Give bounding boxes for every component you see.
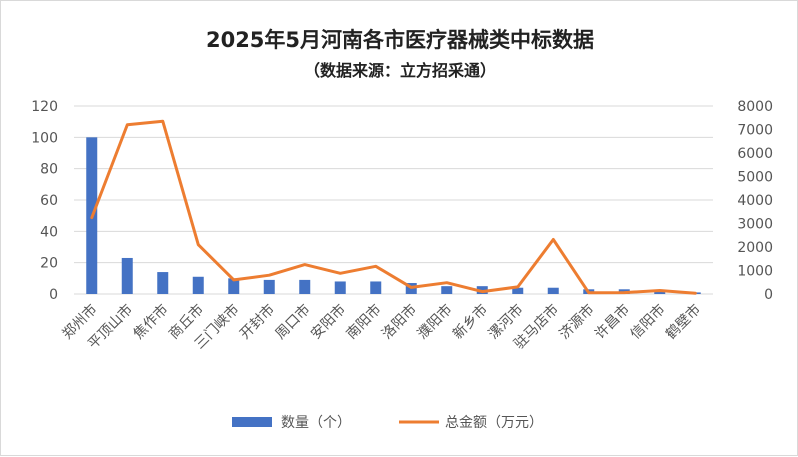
legend: 数量（个） 总金额（万元） bbox=[232, 415, 543, 431]
gridlines bbox=[74, 105, 713, 295]
x-tick-label: 南阳市 bbox=[343, 301, 385, 343]
bar bbox=[263, 279, 275, 294]
legend-bar-swatch bbox=[232, 417, 272, 427]
right-tick-label: 3000 bbox=[737, 217, 773, 233]
x-tick-label: 许昌市 bbox=[591, 301, 633, 343]
x-tick-label: 洛阳市 bbox=[378, 301, 420, 343]
series-line bbox=[90, 119, 697, 295]
right-tick-label: 4000 bbox=[737, 193, 773, 209]
right-tick-label: 2000 bbox=[737, 240, 773, 256]
x-tick-label: 开封市 bbox=[236, 301, 278, 343]
right-tick-label: 8000 bbox=[737, 99, 773, 115]
x-tick-label: 济源市 bbox=[556, 301, 598, 343]
bar bbox=[654, 290, 666, 294]
line-series bbox=[90, 119, 697, 295]
x-tick-label: 周口市 bbox=[272, 301, 314, 343]
x-tick-label: 安阳市 bbox=[307, 301, 349, 343]
bar bbox=[334, 281, 346, 294]
left-tick-label: 80 bbox=[40, 162, 58, 178]
bar bbox=[441, 286, 453, 294]
left-tick-label: 100 bbox=[31, 130, 58, 146]
x-tick-label: 焦作市 bbox=[130, 301, 172, 343]
left-tick-label: 60 bbox=[40, 193, 58, 209]
bar bbox=[299, 279, 311, 294]
bar bbox=[121, 257, 133, 294]
x-axis-labels: 郑州市平顶山市焦作市商丘市三门峡市开封市周口市安阳市南阳市洛阳市濮阳市新乡市漯河… bbox=[59, 301, 704, 353]
x-tick-label: 信阳市 bbox=[627, 301, 669, 343]
x-tick-label: 濮阳市 bbox=[414, 301, 456, 343]
right-tick-label: 5000 bbox=[737, 170, 773, 186]
bar bbox=[370, 281, 382, 294]
chart-title: 2025年5月河南各市医疗器械类中标数据 bbox=[206, 28, 594, 52]
bar bbox=[157, 272, 169, 294]
bar bbox=[192, 276, 204, 294]
chart-subtitle: （数据来源：立方招采通） bbox=[304, 61, 496, 80]
right-tick-label: 0 bbox=[764, 287, 773, 303]
left-tick-label: 120 bbox=[31, 99, 58, 115]
x-tick-label: 鹤壁市 bbox=[662, 301, 704, 343]
left-tick-label: 40 bbox=[40, 224, 58, 240]
bar bbox=[512, 287, 524, 294]
legend-line-label: 总金额（万元） bbox=[445, 415, 543, 431]
left-tick-label: 20 bbox=[40, 256, 58, 272]
right-tick-label: 6000 bbox=[737, 146, 773, 162]
right-tick-label: 1000 bbox=[737, 264, 773, 280]
legend-bar-label: 数量（个） bbox=[281, 415, 351, 431]
bar bbox=[547, 287, 559, 294]
bar-series bbox=[86, 137, 701, 294]
left-tick-label: 0 bbox=[49, 287, 58, 303]
left-y-axis: 0 20 40 60 80 100 120 bbox=[31, 99, 58, 303]
bar bbox=[228, 278, 240, 294]
right-y-axis: 0 1000 2000 3000 4000 5000 6000 7000 8000 bbox=[737, 99, 773, 303]
x-tick-label: 新乡市 bbox=[449, 301, 491, 343]
right-tick-label: 7000 bbox=[737, 123, 773, 139]
